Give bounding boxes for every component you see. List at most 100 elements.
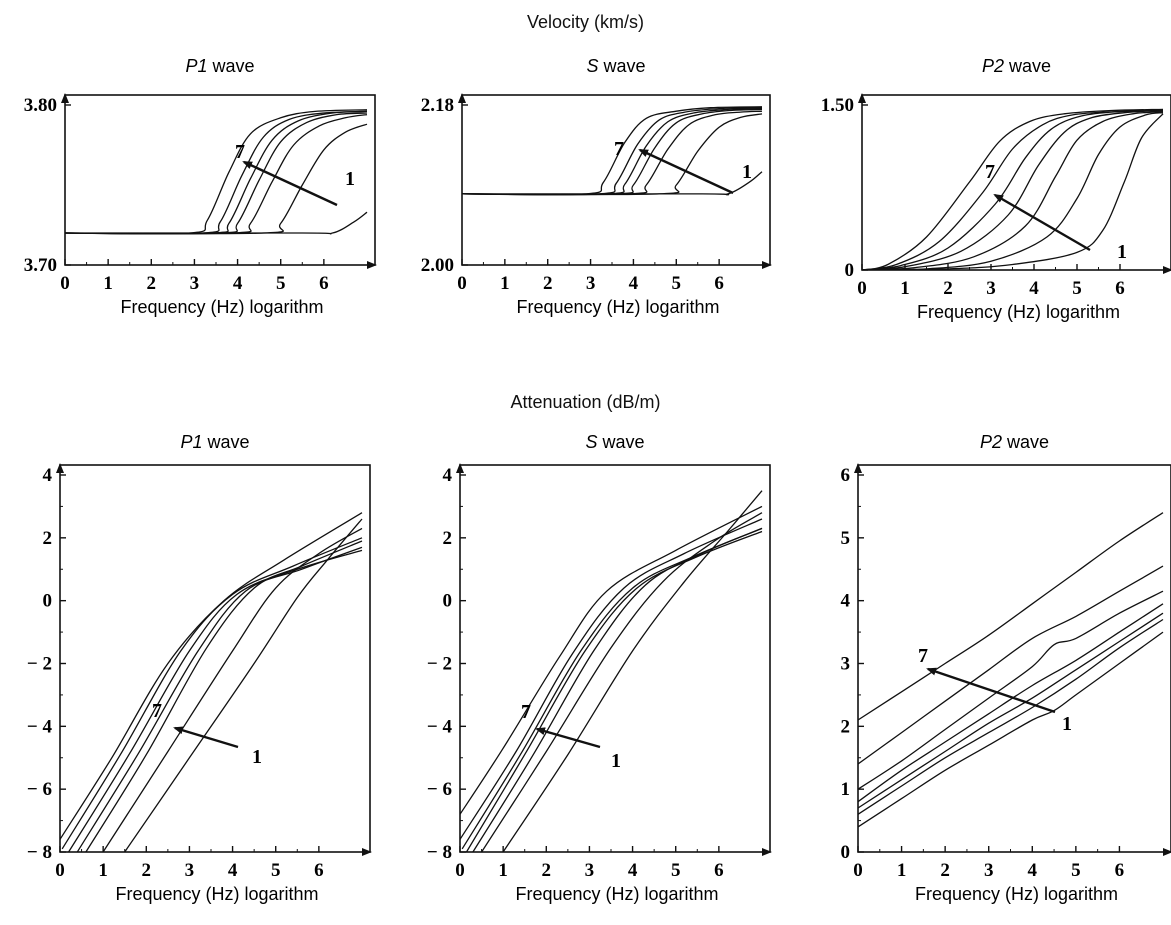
series-group — [462, 106, 763, 196]
series-line-3 — [858, 612, 1164, 809]
y-tick-label: 3.70 — [24, 255, 57, 276]
x-tick-label: 2 — [543, 273, 553, 294]
series-line-4 — [862, 109, 1164, 270]
y-axis-arrow — [458, 93, 466, 103]
y-tick-label: − 2 — [427, 654, 452, 675]
x-axis-label: Frequency (Hz) logarithm — [115, 884, 318, 904]
series-line-3 — [862, 110, 1164, 270]
curve-label-end: 7 — [918, 645, 928, 667]
curve-label-start: 1 — [611, 750, 621, 772]
series-group — [65, 109, 368, 235]
x-tick-label: 6 — [714, 273, 724, 294]
x-tick-label: 5 — [271, 860, 281, 881]
x-axis-arrow — [1163, 266, 1171, 274]
chart-title-italic: S — [586, 56, 598, 76]
series-line-6 — [65, 110, 368, 235]
series-line-1 — [65, 211, 368, 235]
series-group — [862, 108, 1164, 270]
chart-title: P2 wave — [982, 56, 1051, 76]
x-tick-label: 6 — [319, 273, 329, 294]
series-line-4 — [462, 108, 763, 196]
x-tick-label: 0 — [857, 278, 867, 299]
x-tick-label: 4 — [628, 860, 638, 881]
y-tick-label: 4 — [443, 465, 453, 486]
y-tick-label: 4 — [43, 465, 53, 486]
x-axis-arrow — [762, 261, 772, 269]
series-line-5 — [858, 590, 1164, 790]
x-tick-label: 4 — [228, 860, 238, 881]
chart-panel-1: P1 wave 0 1 2 3 4 5 6 3.70 3.80 Frequency (Hz) log… — [24, 56, 377, 317]
curve-label-start: 1 — [742, 161, 752, 183]
series-line-4 — [465, 530, 763, 852]
x-tick-label: 0 — [853, 860, 863, 881]
y-tick-label: − 8 — [27, 842, 52, 863]
y-tick-label: − 6 — [27, 779, 52, 800]
y-tick-label: − 2 — [27, 654, 52, 675]
series-line-4 — [65, 112, 368, 235]
series-line-7 — [65, 109, 368, 235]
x-tick-label: 0 — [457, 273, 467, 294]
y-tick-label: 3.80 — [24, 95, 57, 116]
chart-title-rest: wave — [598, 56, 645, 76]
chart-title-rest: wave — [1002, 432, 1049, 452]
x-tick-label: 2 — [542, 860, 552, 881]
curve-label-start: 1 — [1062, 713, 1072, 735]
series-line-6 — [858, 565, 1164, 765]
y-tick-label: 1 — [841, 779, 851, 800]
series-line-6 — [460, 518, 763, 840]
y-tick-label: 1.50 — [821, 95, 854, 116]
series-line-2 — [462, 113, 763, 196]
x-axis-arrow — [367, 261, 377, 269]
series-line-2 — [858, 618, 1164, 815]
x-tick-label: 0 — [455, 860, 465, 881]
chart-title: P1 wave — [185, 56, 254, 76]
attenuation-section-title: Attenuation (dB/m) — [510, 392, 661, 412]
plot-frame — [459, 464, 771, 853]
series-line-3 — [85, 540, 363, 852]
x-tick-label: 0 — [60, 273, 70, 294]
chart-panel-6: P2 wave 0 1 2 3 4 5 6 0 1 2 3 4 5 6 Frequency (Hz) loga… — [841, 432, 1171, 904]
chart-title-italic: P2 — [982, 56, 1004, 76]
x-tick-label: 1 — [500, 273, 510, 294]
series-line-7 — [862, 108, 1164, 270]
x-axis-label: Frequency (Hz) logarithm — [515, 884, 718, 904]
y-axis-arrow — [854, 463, 862, 473]
y-tick-label: − 8 — [427, 842, 452, 863]
series-line-5 — [461, 527, 763, 850]
x-tick-label: 1 — [900, 278, 910, 299]
y-tick-label: 0 — [443, 591, 453, 612]
x-tick-label: 4 — [629, 273, 639, 294]
trend-arrow — [173, 726, 239, 749]
x-tick-label: 2 — [147, 273, 157, 294]
series-group — [60, 512, 363, 852]
x-tick-label: 3 — [190, 273, 200, 294]
y-tick-label: 0 — [845, 260, 855, 281]
x-tick-label: 3 — [585, 860, 595, 881]
series-line-4 — [76, 546, 363, 852]
y-tick-label: 2.18 — [421, 95, 454, 116]
series-line-7 — [60, 512, 363, 840]
chart-panel-3: P2 wave 0 1 2 3 4 5 6 0 1.50 Frequency (Hz) logari… — [821, 56, 1171, 322]
curve-label-start: 1 — [252, 746, 262, 768]
x-tick-label: 3 — [986, 278, 996, 299]
series-line-3 — [462, 110, 763, 196]
x-tick-label: 4 — [1029, 278, 1039, 299]
chart-title-italic: P1 — [180, 432, 202, 452]
trend-arrow — [638, 148, 734, 195]
chart-panel-2: S wave 0 1 2 3 4 5 6 2.00 2.18 Frequency (Hz) loga… — [421, 56, 772, 317]
chart-title: S wave — [586, 56, 645, 76]
trend-arrow — [993, 193, 1091, 252]
plot-frame — [64, 94, 376, 266]
y-tick-label: 6 — [841, 465, 851, 486]
series-line-1 — [502, 490, 763, 852]
series-line-6 — [862, 109, 1164, 270]
series-line-2 — [481, 512, 763, 852]
curve-label-end: 7 — [985, 161, 995, 183]
curve-label-end: 7 — [521, 701, 531, 723]
y-tick-label: 0 — [43, 591, 53, 612]
x-axis-arrow — [1163, 848, 1171, 856]
curve-label-end: 7 — [152, 700, 162, 722]
curve-label-end: 7 — [235, 141, 245, 163]
chart-title-rest: wave — [208, 56, 255, 76]
